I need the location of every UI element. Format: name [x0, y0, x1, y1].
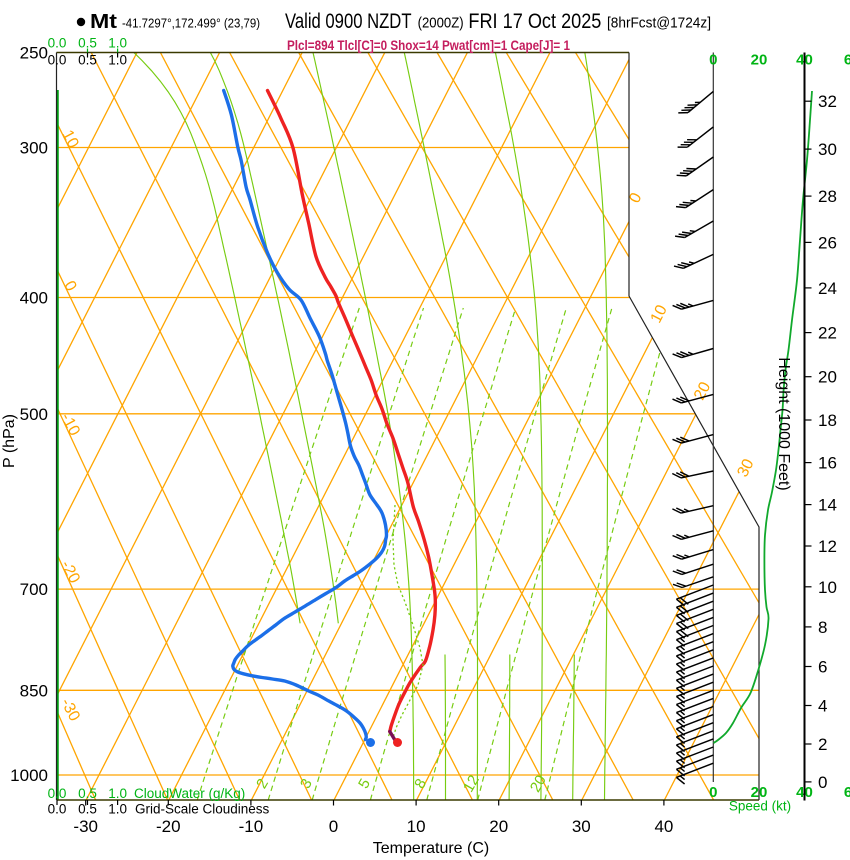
svg-text:0.5: 0.5	[78, 36, 97, 51]
svg-text:12: 12	[460, 772, 483, 795]
svg-text:1.0: 1.0	[108, 786, 127, 801]
svg-text:300: 300	[20, 139, 48, 158]
svg-text:Valid 0900 NZDT: Valid 0900 NZDT	[285, 10, 412, 33]
svg-text:30: 30	[818, 140, 837, 159]
svg-text:0: 0	[329, 817, 338, 836]
svg-text:10: 10	[407, 817, 426, 836]
svg-text:-20: -20	[156, 817, 181, 836]
svg-text:1000: 1000	[10, 766, 48, 785]
svg-text:Mt: Mt	[90, 11, 117, 33]
svg-text:700: 700	[20, 580, 48, 599]
svg-text:10: 10	[58, 127, 81, 151]
svg-text:-41.7297°,172.499° (23,79): -41.7297°,172.499° (23,79)	[122, 16, 260, 31]
svg-text:Speed (kt): Speed (kt)	[729, 799, 791, 814]
svg-text:0: 0	[709, 52, 717, 69]
svg-text:0.5: 0.5	[78, 53, 97, 68]
svg-text:1.0: 1.0	[108, 53, 127, 68]
svg-text:14: 14	[818, 496, 837, 515]
svg-text:28: 28	[818, 187, 837, 206]
svg-text:0.0: 0.0	[48, 786, 67, 801]
svg-text:6: 6	[818, 658, 827, 677]
svg-text:10: 10	[648, 302, 671, 326]
svg-text:Temperature (C): Temperature (C)	[373, 840, 489, 857]
svg-text:1.0: 1.0	[108, 36, 127, 51]
svg-text:Plcl=894 Tlcl[C]=0 Shox=14 Pwa: Plcl=894 Tlcl[C]=0 Shox=14 Pwat[cm]=1 Ca…	[287, 38, 570, 53]
svg-text:20: 20	[751, 784, 768, 801]
svg-text:250: 250	[20, 44, 48, 63]
svg-text:40: 40	[654, 817, 673, 836]
svg-text:0: 0	[818, 773, 827, 792]
svg-text:10: 10	[818, 578, 837, 597]
svg-text:20: 20	[489, 817, 508, 836]
svg-text:20: 20	[691, 379, 714, 403]
svg-text:32: 32	[818, 92, 837, 111]
svg-text:Grid-Scale Cloudiness: Grid-Scale Cloudiness	[135, 802, 270, 817]
svg-text:500: 500	[20, 405, 48, 424]
svg-text:20: 20	[818, 368, 837, 387]
svg-text:(2000Z): (2000Z)	[418, 15, 464, 32]
svg-text:0.5: 0.5	[78, 802, 97, 817]
svg-text:6: 6	[844, 52, 850, 69]
svg-text:400: 400	[20, 289, 48, 308]
svg-text:850: 850	[20, 681, 48, 700]
svg-text:-30: -30	[73, 817, 98, 836]
svg-text:20: 20	[527, 772, 550, 795]
svg-text:0.0: 0.0	[48, 802, 67, 817]
svg-text:0.0: 0.0	[48, 53, 67, 68]
svg-text:CloudWater (g/Kg): CloudWater (g/Kg)	[134, 786, 245, 801]
svg-text:6: 6	[844, 784, 850, 801]
svg-text:2: 2	[818, 735, 827, 754]
svg-text:4: 4	[818, 697, 827, 716]
svg-text:P (hPa): P (hPa)	[1, 414, 18, 468]
svg-text:20: 20	[751, 52, 768, 69]
svg-text:18: 18	[818, 411, 837, 430]
svg-text:0.0: 0.0	[48, 36, 67, 51]
svg-text:Height (1000 Feet): Height (1000 Feet)	[775, 357, 792, 490]
svg-text:22: 22	[818, 324, 837, 343]
svg-text:-10: -10	[239, 817, 264, 836]
svg-text:30: 30	[734, 456, 757, 480]
svg-text:8: 8	[818, 618, 827, 637]
svg-text:24: 24	[818, 279, 837, 298]
svg-text:0.5: 0.5	[78, 786, 97, 801]
svg-text:12: 12	[818, 537, 837, 556]
svg-text:30: 30	[572, 817, 591, 836]
svg-text:26: 26	[818, 233, 837, 252]
svg-text:0: 0	[709, 784, 717, 801]
svg-text:16: 16	[818, 454, 837, 473]
svg-text:[8hrFcst@1724z]: [8hrFcst@1724z]	[607, 15, 711, 32]
svg-text:1.0: 1.0	[108, 802, 127, 817]
svg-text:FRI 17 Oct 2025: FRI 17 Oct 2025	[468, 10, 601, 33]
